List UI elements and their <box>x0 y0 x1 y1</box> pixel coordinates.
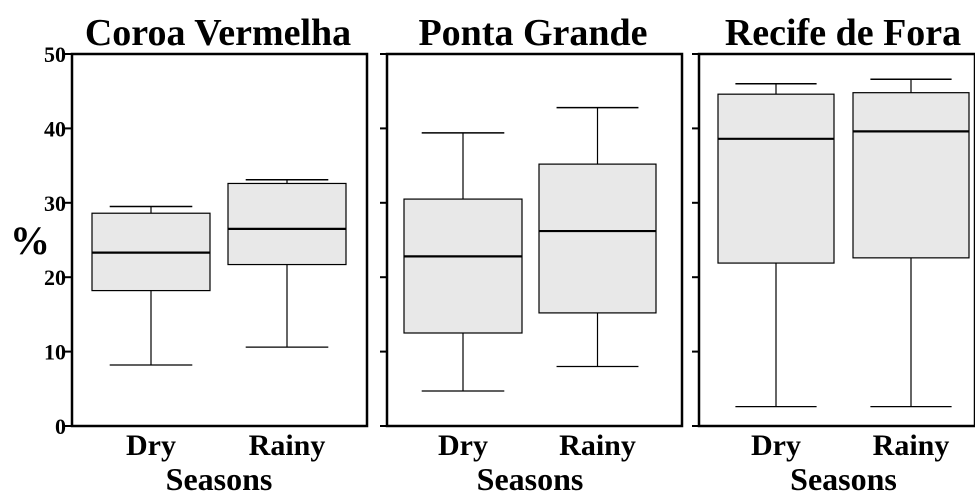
panel-2-title: Ponta Grande <box>418 12 647 54</box>
panel-1-frame <box>70 52 369 428</box>
panel-2-dry-label: Dry <box>438 429 488 462</box>
y-tick-label-0: 0 <box>55 414 66 439</box>
y-tick-label-40: 40 <box>44 116 66 141</box>
panel-3-rainy-label: Rainy <box>873 429 950 462</box>
panel-2-rainy-box <box>538 163 657 314</box>
panel-3-x-axis-label: Seasons <box>790 461 897 497</box>
y-tick-label-50: 50 <box>44 42 66 67</box>
panel-3-rainy-box <box>852 92 970 259</box>
y-tick-label-20: 20 <box>44 265 66 290</box>
y-tick-label-30: 30 <box>44 191 66 216</box>
panel-3-dry-label: Dry <box>751 429 801 462</box>
panel-2-x-axis-label: Seasons <box>477 461 584 497</box>
panel-1-dry-label: Dry <box>126 429 176 462</box>
y-axis-label: % <box>10 218 50 263</box>
panel-1-rainy-box <box>227 182 347 266</box>
y-tick-label-10: 10 <box>44 340 66 365</box>
panel-3-frame <box>697 52 975 428</box>
panel-1-rainy-label: Rainy <box>249 429 326 462</box>
panel-2-dry-box <box>403 198 523 334</box>
panel-1-x-axis-label: Seasons <box>166 461 273 497</box>
panel-2-rainy-label: Rainy <box>559 429 636 462</box>
panel-3-dry-box <box>717 93 835 264</box>
panel-3-title: Recife de Fora <box>725 12 961 54</box>
panel-2-frame <box>385 52 684 428</box>
panel-1-title: Coroa Vermelha <box>85 12 351 54</box>
